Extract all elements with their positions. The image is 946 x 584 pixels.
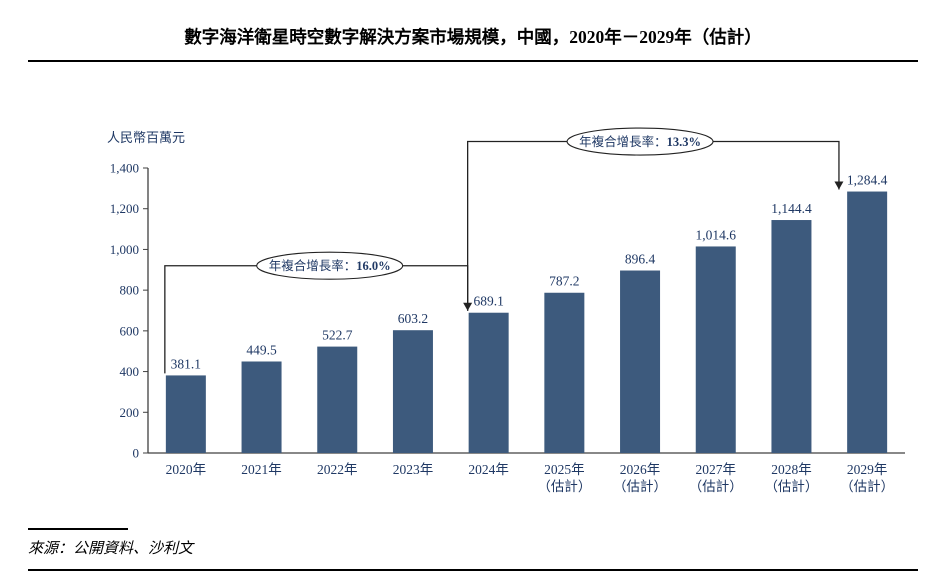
x-axis-sublabel: （估計） (613, 479, 667, 494)
cagr-ellipse (566, 127, 714, 156)
x-axis-label: 2024年 (468, 462, 509, 477)
y-tick-label: 400 (120, 364, 140, 379)
bar-value-label: 1,144.4 (771, 201, 812, 216)
cagr-label-text: 年複合增長率： (269, 258, 357, 273)
y-tick-label: 600 (120, 323, 140, 338)
x-axis-sublabel: （估計） (537, 479, 591, 494)
bar-2028年 (771, 220, 812, 453)
bar-2021年 (241, 361, 282, 453)
cagr-label: 年複合增長率：16.0% (269, 258, 391, 273)
cagr-label-value: 13.3% (667, 135, 701, 149)
bar-value-label: 1,014.6 (696, 227, 737, 242)
market-size-chart: 人民幣百萬元 0 200 400 600 800 1,000 1,200 1,400 2020年 2… (107, 127, 905, 494)
bar-2027年 (695, 246, 736, 453)
x-axis-label: 2023年 (393, 462, 434, 477)
source-note: 來源：公開資料、沙利文 (28, 541, 194, 557)
chart-title: 數字海洋衛星時空數字解決方案市場規模，中國，2020年－2029年（估計） (184, 27, 762, 47)
cagr-arrowhead (834, 181, 844, 190)
x-axis-label: 2026年 (620, 462, 661, 477)
bar-2026年 (620, 270, 661, 453)
bar-2025年 (544, 292, 585, 453)
bar-2029年 (847, 191, 888, 453)
y-tick-label: 1,000 (110, 242, 139, 257)
x-axis-label: 2025年 (544, 462, 585, 477)
bar-2020年 (165, 375, 206, 453)
bar-value-label: 381.1 (171, 356, 201, 371)
title-divider (28, 60, 918, 62)
x-axis-label: 2027年 (696, 462, 737, 477)
y-axis-unit-label: 人民幣百萬元 (107, 130, 185, 145)
bar-value-label: 1,284.4 (847, 173, 888, 188)
footnote-divider (28, 528, 128, 530)
x-axis-label: 2029年 (847, 462, 888, 477)
cagr-ellipse (256, 251, 404, 280)
y-tick-label: 1,400 (110, 161, 139, 176)
x-axis-label: 2028年 (771, 462, 812, 477)
x-axis-label: 2020年 (166, 462, 207, 477)
y-tick-label: 200 (120, 405, 140, 420)
bar-value-label: 449.5 (246, 342, 277, 357)
x-axis-sublabel: （估計） (689, 479, 743, 494)
bar-value-label: 787.2 (549, 274, 579, 289)
bar-2023年 (392, 330, 433, 453)
x-axis-sublabel: （估計） (840, 479, 894, 494)
bar-2024年 (468, 312, 509, 453)
x-axis-sublabel: （估計） (764, 479, 818, 494)
cagr-label-value: 16.0% (356, 259, 390, 273)
bar-value-label: 896.4 (625, 252, 656, 267)
y-tick-label: 0 (133, 446, 140, 461)
bottom-divider (28, 569, 918, 571)
y-tick-label: 1,200 (110, 201, 139, 216)
bar-value-label: 603.2 (398, 311, 428, 326)
y-tick-label: 800 (120, 283, 140, 298)
bar-value-label: 522.7 (322, 328, 353, 343)
x-axis-label: 2022年 (317, 462, 358, 477)
bar-value-label: 689.1 (473, 294, 503, 309)
x-axis-label: 2021年 (241, 462, 281, 477)
bar-2022年 (317, 346, 358, 453)
cagr-label: 年複合增長率：13.3% (579, 134, 701, 149)
cagr-label-text: 年複合增長率： (579, 134, 667, 149)
